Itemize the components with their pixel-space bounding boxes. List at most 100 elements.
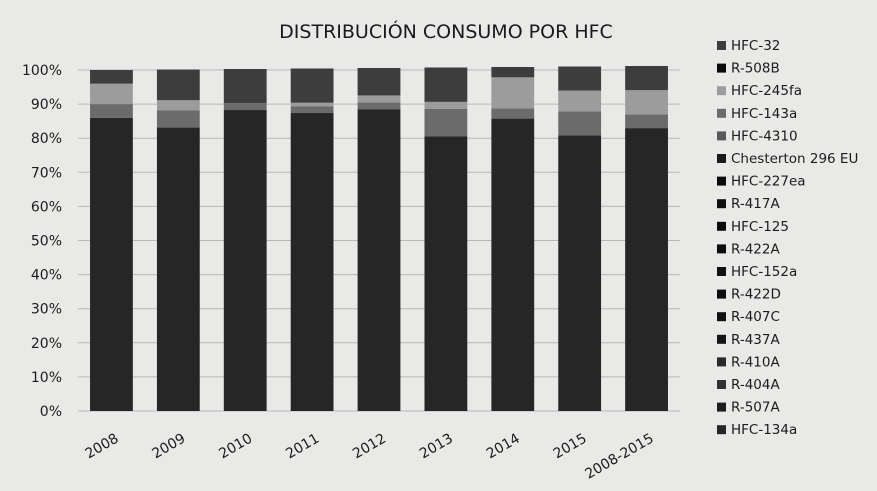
bar-segment [424,136,468,411]
bar-segment [558,135,602,411]
legend-item: HFC-125 [717,219,789,235]
legend-swatch [717,86,726,96]
x-tick-label: 2009 [149,431,188,463]
bar-segment [625,128,668,411]
bar-segment [491,118,535,411]
bar-segment [290,68,334,103]
bar-segment [90,117,133,412]
y-tick-label: 0% [40,404,62,420]
y-axis-ticks: 0% 10% 20% 30% 40% 50% 60% 70% 80% 90% 100% [22,63,62,420]
y-tick-label: 30% [31,302,62,318]
legend-swatch [717,289,726,299]
legend-label: HFC-245fa [731,83,802,99]
x-tick-label: 2013 [417,431,456,463]
y-tick-label: 20% [31,336,62,352]
legend-label: R-404A [731,377,780,393]
y-tick-label: 80% [31,131,62,147]
bar-segment [90,83,133,105]
legend-item: R-422D [717,287,781,303]
bar-segment [424,101,468,109]
y-tick-label: 50% [31,234,62,250]
y-tick-label: 70% [31,165,62,181]
x-tick-label: 2008-2015 [582,431,656,483]
bar-segment [424,67,468,102]
legend-label: HFC-134a [731,422,797,438]
legend-swatch [717,380,726,389]
legend-item: R-410A [717,354,780,370]
bar-segment [290,102,334,107]
chart-title: DISTRIBUCIÓN CONSUMO POR HFC [279,19,613,43]
y-tick-label: 10% [31,370,62,386]
bar-segment [156,110,200,128]
bar-segment [223,69,267,104]
bar-segment [156,127,200,412]
legend-label: R-410A [731,354,780,370]
legend-swatch [717,154,726,163]
legend-label: HFC-152a [731,264,797,280]
bar-segment [625,90,668,115]
bar-segment [558,90,602,112]
bar-segment [491,108,535,119]
bar-segment [223,103,267,111]
x-tick-label: 2012 [350,431,389,463]
legend-item: HFC-143a [717,106,797,122]
legend: HFC-32 R-508B HFC-245fa HFC-143a HFC-4310 Che… [717,38,858,438]
legend-label: R-508B [731,61,780,77]
legend-label: HFC-227ea [731,174,806,190]
bar-segment [625,114,668,129]
x-tick-label: 2015 [551,431,590,463]
x-tick-label: 2011 [283,431,322,463]
bar-segment [558,111,602,136]
y-tick-label: 90% [31,97,62,113]
legend-label: R-422D [731,287,781,303]
legend-label: R-407C [731,309,780,325]
legend-label: HFC-143a [731,106,797,122]
y-tick-label: 100% [22,63,62,79]
bar-segment [90,104,133,118]
legend-item: HFC-245fa [717,83,802,99]
bar-segment [357,95,401,103]
legend-swatch [717,221,726,231]
legend-item: Chesterton 296 EU [717,151,858,167]
legend-label: Chesterton 296 EU [731,151,858,167]
bar-segment [357,68,401,96]
bar-segment [491,77,535,109]
x-axis-ticks: 2008 2009 2010 2011 2012 2013 2014 20152008-201… [83,431,657,483]
legend-label: R-422A [731,241,780,257]
legend-label: R-507A [731,400,780,416]
bar-segment [290,113,334,412]
bar-segment [357,102,401,110]
legend-item: HFC-32 [717,38,780,54]
legend-item: R-422A [717,241,780,257]
bar-segment [156,69,200,101]
legend-swatch [717,357,726,367]
legend-item: R-437A [717,332,780,348]
legend-label: HFC-32 [731,38,780,54]
legend-swatch [717,267,726,276]
x-tick-label: 2014 [484,431,523,463]
legend-item: R-417A [717,196,780,212]
bar-segment [290,106,334,114]
legend-label: HFC-4310 [731,128,798,144]
bar-segment [558,66,602,91]
bar-segment [90,70,133,84]
legend-swatch [717,334,726,344]
bar-segment [156,100,200,111]
legend-label: R-417A [731,196,780,212]
legend-swatch [717,402,726,412]
legend-item: R-407C [717,309,780,325]
legend-swatch [717,199,726,209]
legend-swatch [717,108,726,118]
bar-segment [357,109,401,411]
legend-swatch [717,176,726,186]
bar-segment [625,66,668,91]
legend-swatch [717,131,726,141]
legend-item: HFC-4310 [717,128,798,144]
bars [90,66,668,412]
legend-item: HFC-152a [717,264,797,280]
bar-segment [424,108,468,137]
legend-swatch [717,244,726,254]
legend-swatch [717,312,726,322]
y-tick-label: 60% [31,199,62,215]
